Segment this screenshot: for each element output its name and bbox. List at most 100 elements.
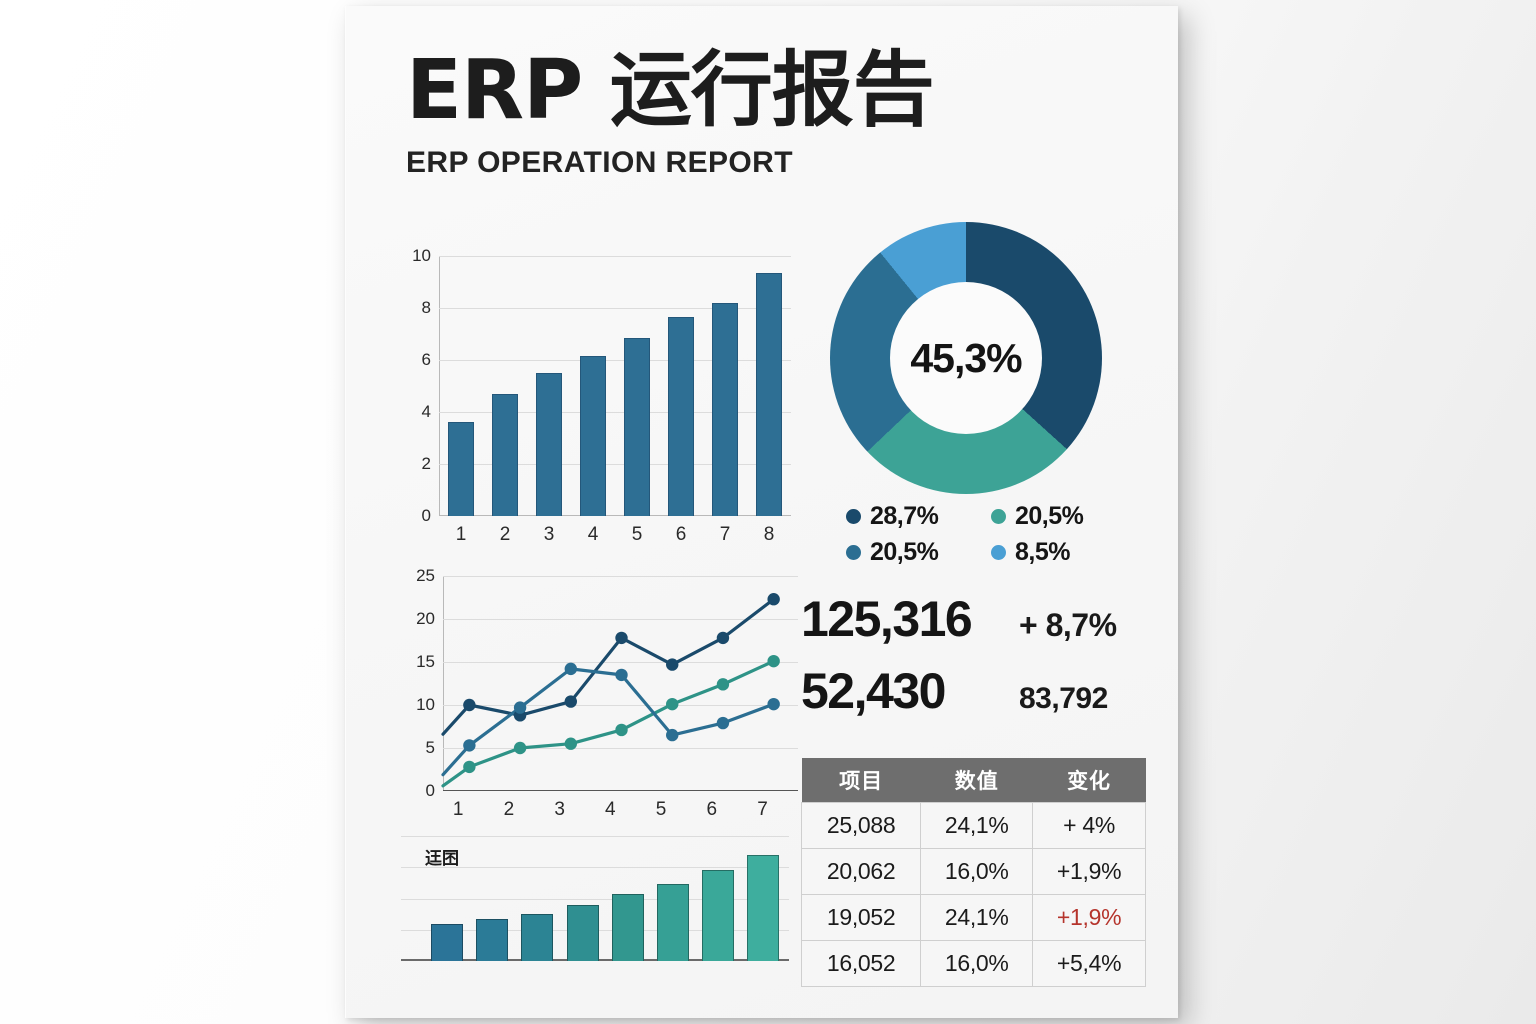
kpi-block: 125,316 + 8,7% 52,430 83,792: [801, 590, 1151, 720]
legend-label: 8,5%: [1015, 538, 1070, 566]
page-subtitle: ERP OPERATION REPORT: [406, 146, 793, 179]
bar: [431, 923, 464, 961]
table-col-value: 数值: [920, 758, 1033, 803]
x-axis-line: [443, 790, 798, 791]
y-tick-label: 4: [421, 402, 431, 421]
kpi-primary-value: 52,430: [801, 663, 946, 719]
y-tick-label: 5: [425, 738, 435, 757]
gridline: [443, 705, 798, 706]
data-table: 项目 数值 变化 25,088 24,1% + 4% 20,062 16,0% +1,9%…: [800, 758, 1146, 987]
line-data-point: [716, 631, 730, 645]
page-title: ERP 运行报告: [406, 43, 935, 138]
x-tick-label: 3: [554, 799, 565, 820]
x-tick-label: 5: [655, 799, 667, 820]
line-series-path: [441, 659, 776, 788]
line-data-point: [463, 760, 476, 774]
legend-color-dot: [846, 509, 861, 524]
bar: [447, 422, 475, 516]
gridline: [439, 308, 791, 309]
table-cell-value: 16,0%: [920, 940, 1034, 987]
donut-hole: 45,3%: [890, 282, 1042, 434]
data-table-element: 项目 数值 变化 25,088 24,1% + 4% 20,062 16,0% +1,9%…: [800, 758, 1146, 987]
table-cell-change: + 4%: [1032, 802, 1146, 849]
table-cell-value: 24,1%: [920, 894, 1034, 941]
line-chart: 0 5 10 15 20 25 1 2 3 4 5 6 7: [401, 566, 801, 820]
table-cell-value: 24,1%: [920, 802, 1034, 849]
bar-chart-top-plot: 0 2 4 6 8 10 1 2 3 4 5 6 7 8: [412, 246, 791, 545]
legend-color-dot: [991, 545, 1006, 560]
bar-chart-bottom: 迋囨: [401, 836, 801, 976]
table-cell-change: +5,4%: [1032, 940, 1146, 987]
line-chart-plot: 0 5 10 15 20 25 1 2 3 4 5 6 7: [416, 566, 798, 820]
bar: [746, 854, 779, 961]
line-data-point: [564, 662, 577, 676]
gridline: [443, 576, 798, 577]
legend-item: 8,5%: [991, 538, 1136, 567]
y-tick-label: 2: [421, 454, 431, 473]
line-data-point: [463, 698, 476, 712]
table-body: 25,088 24,1% + 4% 20,062 16,0% +1,9% 19,052 24,…: [800, 802, 1146, 987]
kpi-row: 125,316 + 8,7%: [801, 590, 1151, 648]
table-cell-change: +1,9%: [1032, 894, 1146, 941]
gridline: [439, 360, 791, 361]
x-tick-label: 4: [587, 524, 599, 545]
bar: [579, 356, 607, 516]
legend-label: 28,7%: [870, 502, 939, 530]
bar: [667, 317, 695, 516]
bar: [566, 904, 599, 961]
y-tick-label: 0: [421, 506, 431, 525]
table-header-row: 项目 数值 变化: [801, 758, 1146, 803]
bar-chart-bottom-plot: [401, 836, 789, 961]
y-tick-label: 0: [425, 781, 435, 800]
y-tick-label: 25: [416, 566, 435, 585]
x-axis-line: [439, 515, 791, 516]
y-axis-line: [443, 576, 444, 791]
line-data-point: [564, 737, 577, 750]
table-col-change: 变化: [1032, 758, 1146, 803]
kpi-secondary-value: 83,792: [1019, 682, 1108, 715]
y-tick-label: 8: [421, 298, 431, 317]
y-tick-label: 10: [412, 246, 431, 265]
gridline: [401, 898, 789, 900]
table-cell-value: 16,0%: [920, 848, 1034, 895]
gridline: [401, 867, 789, 869]
bar: [476, 918, 509, 961]
x-tick-label: 1: [452, 799, 464, 820]
bar: [521, 913, 554, 961]
gridline: [443, 619, 798, 620]
gridline: [439, 412, 791, 413]
line-data-point: [767, 593, 780, 606]
gridline: [443, 662, 798, 663]
x-tick-label: 8: [763, 524, 775, 545]
gridline: [439, 464, 791, 465]
y-tick-label: 15: [416, 652, 435, 671]
bar-chart-top: 0 2 4 6 8 10 1 2 3 4 5 6 7 8: [401, 246, 791, 545]
kpi-delta-value: + 8,7%: [1019, 607, 1117, 643]
x-tick-label: 7: [757, 799, 768, 820]
donut-ring: 45,3%: [830, 222, 1102, 494]
legend-color-dot: [846, 545, 861, 560]
line-data-point: [513, 741, 527, 755]
table-row: 20,062 16,0% +1,9%: [800, 848, 1146, 895]
line-data-point: [463, 739, 476, 752]
report-header: ERP 运行报告 ERP OPERATION REPORT: [406, 50, 1126, 180]
y-axis-line: [439, 256, 440, 516]
table-cell-item: 20,062: [800, 848, 922, 895]
x-tick-label: 7: [719, 524, 731, 545]
bar: [611, 893, 644, 961]
kpi-row: 52,430 83,792: [801, 662, 1151, 720]
bar: [711, 302, 739, 516]
bar: [623, 337, 651, 516]
line-data-point: [716, 716, 730, 730]
x-tick-label: 4: [605, 799, 616, 820]
line-data-point: [666, 728, 679, 742]
bar: [491, 393, 519, 516]
line-series-path: [441, 597, 776, 736]
table-cell-item: 16,052: [800, 940, 922, 987]
gridline: [443, 748, 798, 749]
table-row: 19,052 24,1% +1,9%: [800, 894, 1146, 941]
line-chart-svg: [441, 593, 780, 788]
table-cell-item: 19,052: [800, 894, 922, 941]
bar: [755, 272, 783, 516]
table-row: 25,088 24,1% + 4%: [800, 802, 1146, 849]
